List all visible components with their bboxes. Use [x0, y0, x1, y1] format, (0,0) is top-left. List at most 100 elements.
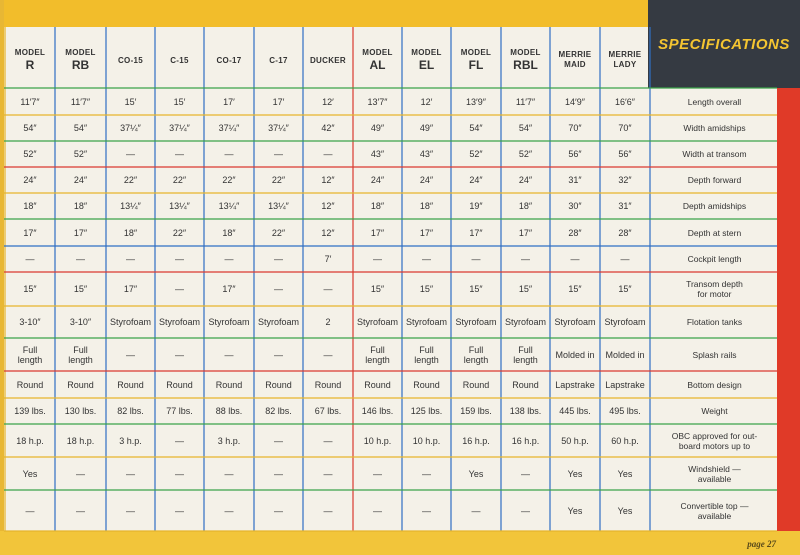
table-cell: —	[323, 149, 333, 159]
table-cell: 17″	[123, 284, 138, 294]
table-cell: 15″	[370, 284, 385, 294]
column-header: MODEL R	[5, 35, 55, 85]
left-yellow-edge	[0, 0, 4, 555]
column-header: CO-15	[106, 35, 155, 85]
table-cell: 125 lbs.	[410, 406, 443, 416]
table-cell: 18″	[123, 227, 138, 238]
column-header: CO-17	[204, 35, 254, 85]
table-cell: —	[175, 349, 184, 360]
table-cell: 54″	[73, 123, 88, 133]
table-cell: 37¼″	[218, 123, 240, 133]
table-cell: Styrofoam	[554, 317, 596, 327]
table-cell: —	[323, 468, 333, 479]
table-cell: —	[422, 254, 431, 264]
column-header: MODEL RB	[55, 35, 106, 85]
table-cell: 10 h.p.	[412, 435, 441, 446]
table-cell: —	[471, 505, 481, 516]
table-cell: Molded in	[605, 349, 645, 360]
table-cell: 54″	[518, 123, 533, 133]
table-cell: Round	[16, 379, 44, 390]
table-cell: —	[323, 505, 333, 516]
column-header-model: DUCKER	[309, 55, 347, 65]
row-label: Bottom design	[687, 379, 742, 390]
table-cell: —	[373, 505, 382, 516]
table-cell: 24″	[518, 175, 533, 185]
table-cell: 22″	[222, 175, 236, 185]
table-cell: —	[521, 254, 530, 264]
table-cell: 12′	[322, 96, 334, 107]
column-header-prefix: MODEL	[510, 48, 541, 57]
table-cell: —	[422, 468, 431, 479]
table-cell: 54″	[469, 123, 483, 133]
column-header: MERRIE LADY	[600, 35, 650, 85]
table-cell: 159 lbs.	[460, 406, 492, 416]
table-cell: 15″	[518, 284, 533, 294]
table-cell: 70″	[568, 123, 582, 133]
table-cell: —	[471, 254, 481, 264]
table-cell: 18 h.p.	[16, 435, 44, 446]
column-header-prefix: MODEL	[460, 48, 492, 57]
table-cell: 146 lbs.	[361, 406, 394, 416]
table-cell: 67 lbs.	[314, 406, 342, 416]
column-header-model: AL	[369, 58, 386, 72]
column-header-prefix: MODEL	[14, 48, 46, 57]
table-cell: 60 h.p.	[611, 435, 639, 446]
table-cell: Round	[67, 379, 94, 390]
table-cell: Lapstrake	[605, 379, 645, 390]
table-cell: 18″	[23, 201, 37, 211]
table-cell: 17″	[222, 284, 236, 294]
table-cell: 43″	[419, 149, 434, 159]
table-cell: 3-10″	[69, 317, 92, 327]
table-cell: 24″	[419, 175, 434, 185]
table-cell: —	[76, 468, 85, 479]
table-cell: Yes	[617, 468, 633, 479]
table-cell: Round	[364, 379, 391, 390]
table-cell: 17″	[469, 227, 483, 238]
table-cell: Lapstrake	[555, 379, 595, 390]
table-cell: 31″	[618, 201, 632, 211]
table-cell: Styrofoam	[109, 317, 151, 327]
column-header: MODEL FL	[451, 35, 501, 85]
row-label: Splash rails	[692, 349, 737, 360]
table-cell: —	[422, 505, 431, 516]
table-cell: 3-10″	[19, 317, 41, 327]
table-cell: 82 lbs.	[265, 406, 292, 416]
column-header-prefix: MODEL	[362, 48, 393, 57]
table-cell: —	[274, 149, 283, 159]
table-cell: 18″	[370, 201, 385, 211]
table-cell: 15″	[23, 284, 37, 294]
column-header-model: C-15	[170, 55, 189, 65]
row-label: Convertible top — available	[680, 500, 749, 521]
table-cell: 18″	[222, 227, 236, 238]
column-header-prefix: MODEL	[411, 48, 442, 57]
table-cell: Yes	[567, 505, 583, 516]
table-cell: —	[323, 435, 333, 446]
table-cell: 42″	[321, 123, 335, 133]
table-cell: 16 h.p.	[462, 435, 490, 446]
column-header-model: RB	[71, 58, 90, 72]
table-cell: 12′	[420, 96, 433, 107]
table-cell: —	[224, 468, 234, 479]
table-cell: 12″	[321, 227, 335, 238]
table-cell: 17′	[223, 96, 235, 107]
table-cell: 31″	[568, 175, 582, 185]
table-cell: 3 h.p.	[119, 435, 142, 446]
table-cell: 17″	[370, 227, 385, 238]
table-cell: 24″	[23, 175, 37, 185]
column-header: MODEL AL	[353, 35, 402, 85]
table-cell: 11′7″	[20, 96, 40, 107]
table-cell: 22″	[271, 227, 286, 238]
table-cell: Round	[462, 379, 490, 390]
table-cell: Round	[215, 379, 243, 390]
column-header-prefix: MODEL	[65, 48, 96, 57]
table-cell: Styrofoam	[405, 317, 447, 327]
row-label: Transom depth for motor	[686, 279, 743, 299]
table-cell: —	[224, 505, 234, 516]
table-cell: 138 lbs.	[509, 406, 542, 416]
table-cell: —	[126, 349, 135, 360]
column-header-model: FL	[468, 58, 484, 72]
table-cell: —	[323, 349, 333, 360]
table-cell: —	[25, 505, 35, 516]
table-cell: 17″	[518, 227, 533, 238]
